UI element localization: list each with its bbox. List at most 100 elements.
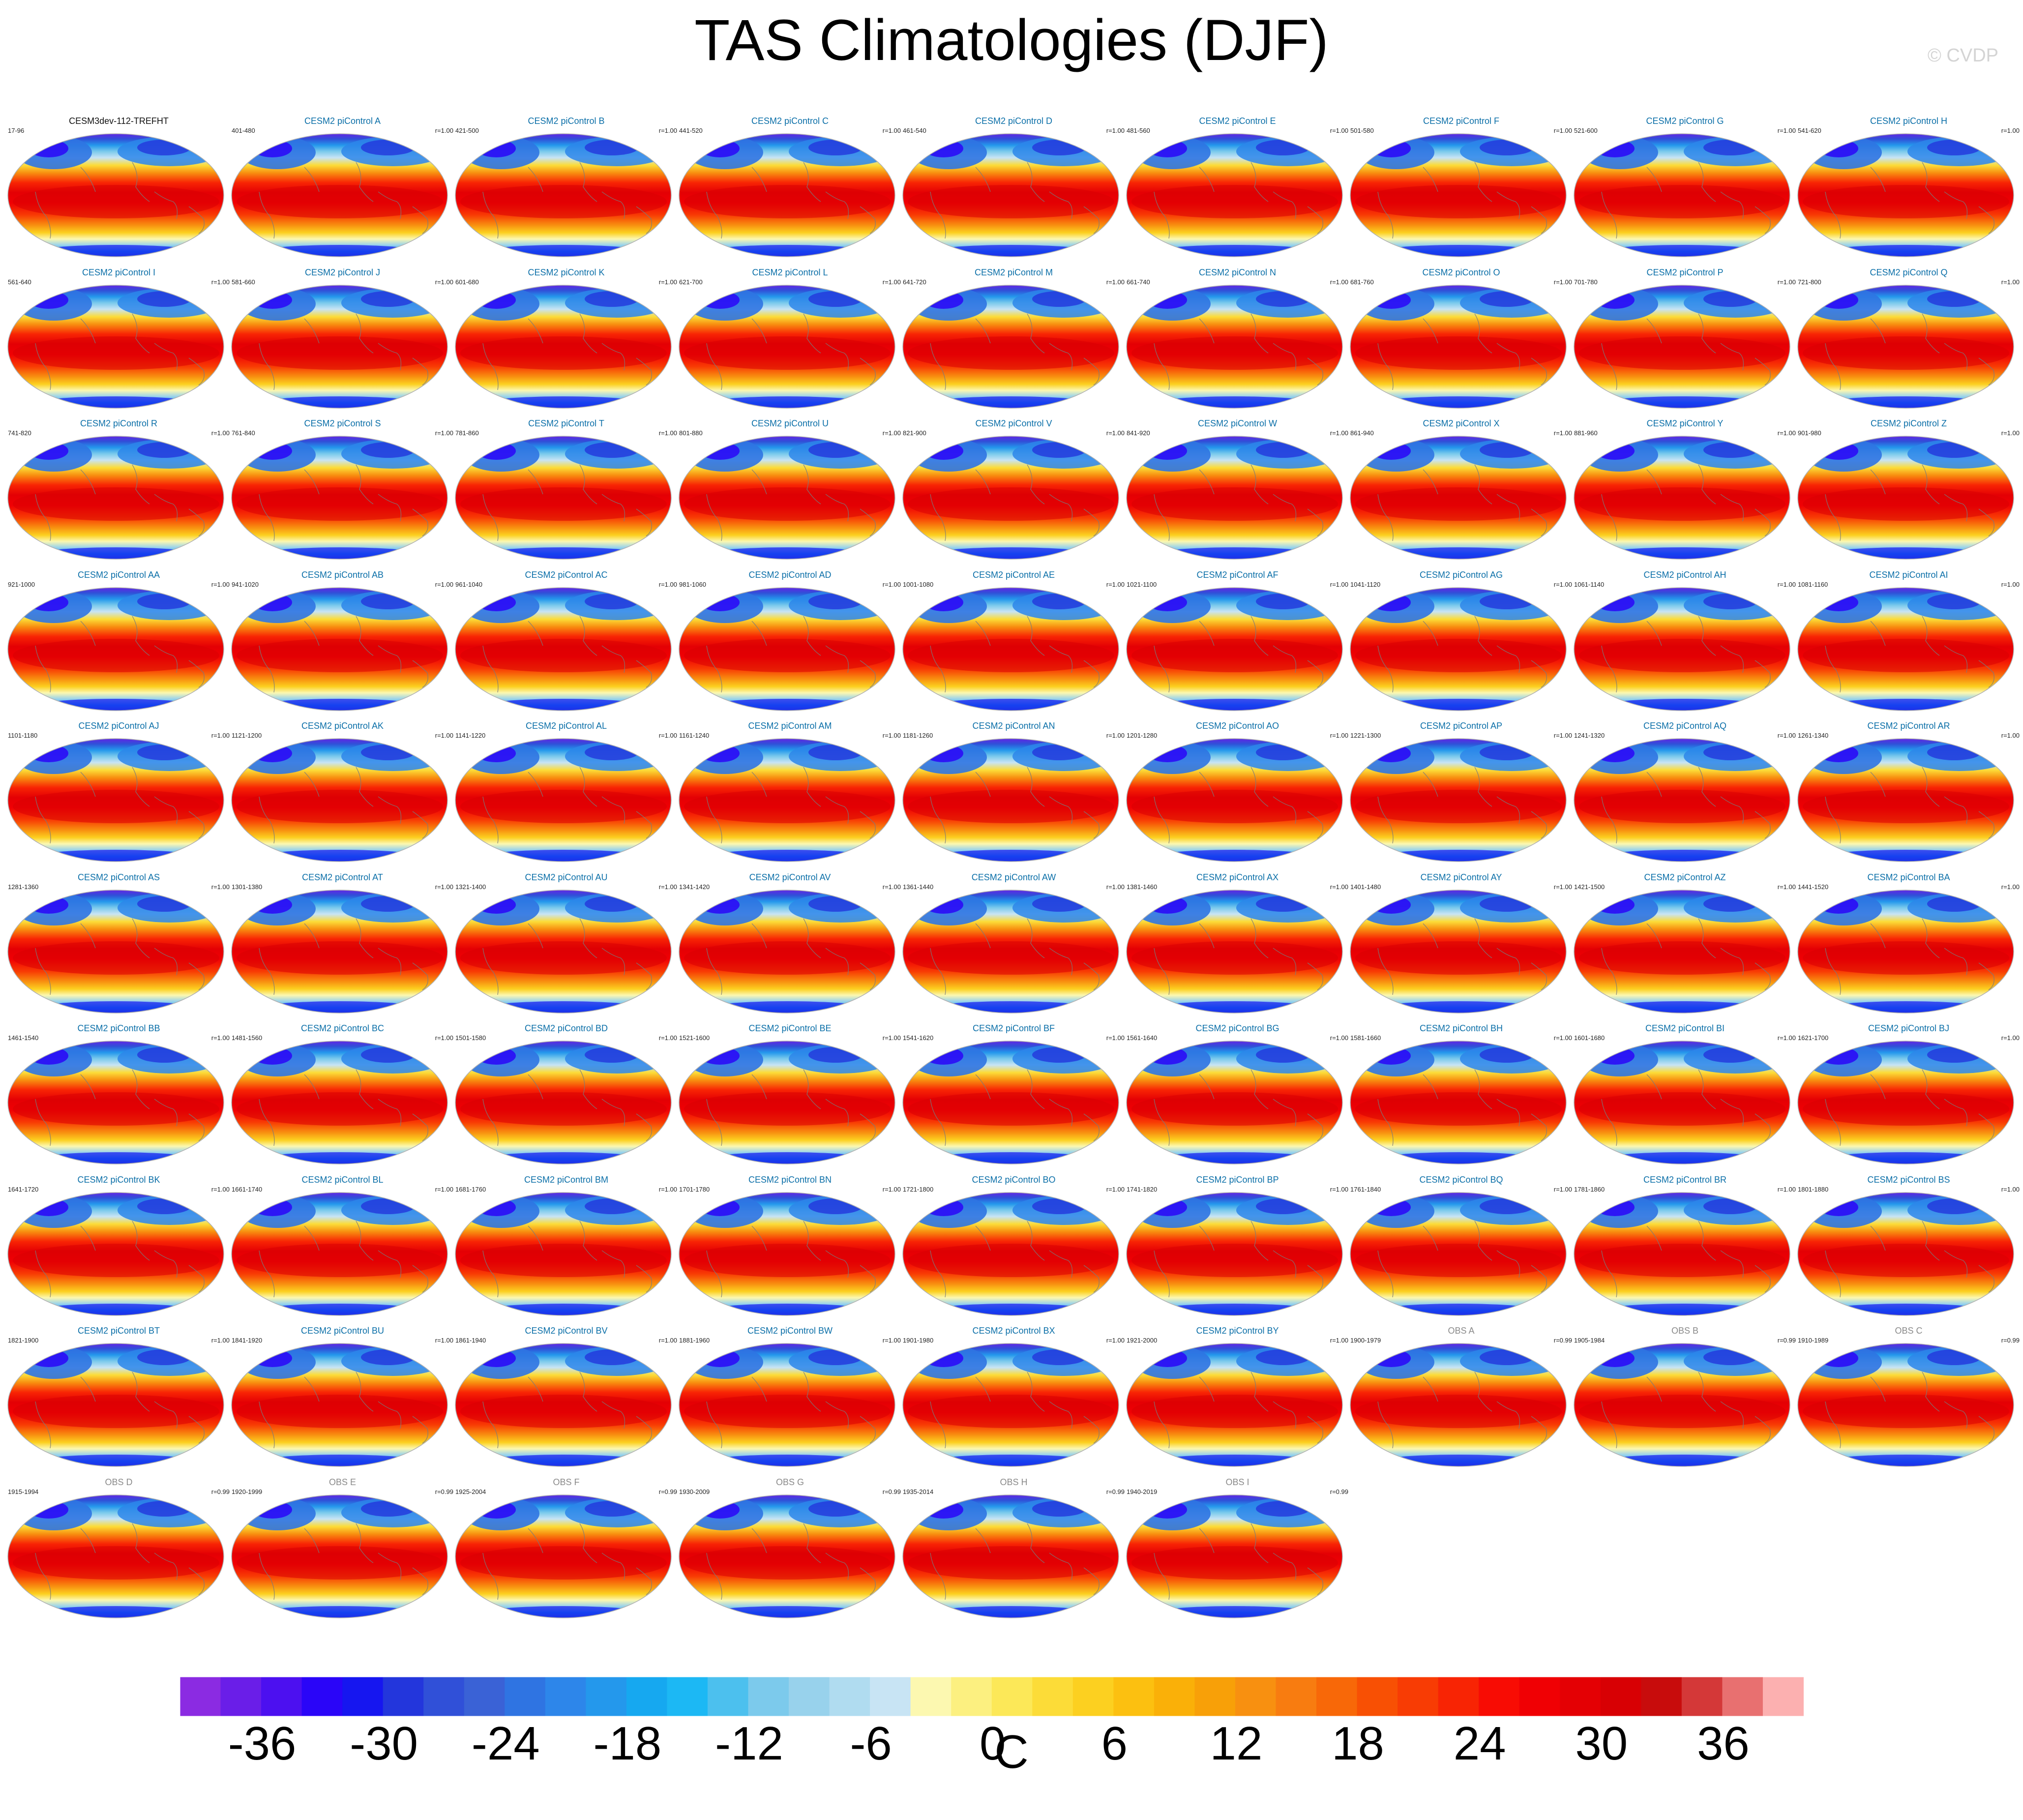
temperature-map bbox=[231, 1192, 448, 1316]
temperature-map bbox=[455, 587, 672, 711]
panel-years: 481-560 bbox=[1127, 127, 1150, 134]
panel-title: CESM2 piControl W bbox=[1197, 418, 1278, 428]
panel-title: CESM2 piControl BN bbox=[748, 1174, 832, 1185]
model-panel: CESM2 piControl BK 1641-1720 r=1.00 bbox=[7, 1175, 231, 1317]
panel-years: 1781-1860 bbox=[1574, 1185, 1605, 1193]
colorbar-frame bbox=[179, 1676, 1844, 1717]
colorbar-tick-label: -30 bbox=[350, 1717, 418, 1770]
temperature-map bbox=[455, 1192, 672, 1316]
panel-correlation: r=1.00 bbox=[658, 732, 677, 739]
temperature-map bbox=[7, 1343, 224, 1467]
model-panel: CESM2 piControl BO 1721-1800 r=1.00 bbox=[902, 1175, 1126, 1317]
panel-correlation: r=1.00 bbox=[882, 1185, 901, 1193]
colorbar-swatch bbox=[1072, 1677, 1114, 1716]
temperature-map bbox=[1126, 284, 1343, 409]
panel-years: 921-1000 bbox=[8, 580, 35, 588]
colorbar-swatch bbox=[707, 1677, 749, 1716]
panel-years: 1061-1140 bbox=[1574, 580, 1605, 588]
panel-correlation: r=1.00 bbox=[658, 278, 677, 286]
panel-years: 1541-1620 bbox=[903, 1034, 934, 1042]
model-panel: CESM2 piControl AQ 1241-1320 r=1.00 bbox=[1573, 721, 1797, 864]
panel-years: 1701-1780 bbox=[679, 1185, 710, 1193]
temperature-map bbox=[1350, 436, 1567, 560]
panel-years: 1101-1180 bbox=[8, 732, 38, 739]
panel-correlation: r=1.00 bbox=[211, 1337, 230, 1344]
panel-grid: CESM3dev-112-TREFHT 17-96 CESM2 piControl … bbox=[7, 116, 2021, 1620]
colorbar-swatch bbox=[1722, 1677, 1763, 1716]
temperature-map bbox=[455, 1041, 672, 1164]
temperature-map bbox=[231, 1343, 448, 1467]
colorbar-swatch bbox=[626, 1677, 667, 1716]
colorbar-swatch bbox=[505, 1677, 546, 1716]
panel-title: CESM2 piControl AO bbox=[1195, 721, 1279, 731]
colorbar-swatch bbox=[870, 1677, 911, 1716]
panel-correlation: r=1.00 bbox=[1553, 883, 1572, 891]
colorbar-tick-label: 36 bbox=[1697, 1717, 1750, 1770]
panel-title: CESM2 piControl BH bbox=[1419, 1023, 1503, 1033]
temperature-map bbox=[902, 133, 1119, 257]
colorbar-swatch bbox=[423, 1677, 465, 1716]
panel-title: CESM2 piControl F bbox=[1423, 116, 1500, 126]
panel-years: 661-740 bbox=[1127, 278, 1150, 286]
obs-panel: OBS C 1910-1989 r=0.99 bbox=[1797, 1326, 2021, 1468]
panel-correlation: r=1.00 bbox=[1553, 1185, 1572, 1193]
panel-years: 1301-1380 bbox=[232, 883, 263, 891]
panel-title: CESM2 piControl U bbox=[751, 418, 829, 428]
temperature-map bbox=[1126, 1494, 1343, 1618]
colorbar-tick-label: -6 bbox=[850, 1717, 892, 1770]
model-panel: CESM2 piControl BB 1461-1540 r=1.00 bbox=[7, 1023, 231, 1166]
obs-panel: OBS I 1940-2019 r=0.99 bbox=[1126, 1477, 1349, 1620]
panel-correlation: r=1.00 bbox=[882, 278, 901, 286]
model-panel: CESM2 piControl AW 1361-1440 r=1.00 bbox=[902, 872, 1126, 1015]
model-panel: CESM2 piControl BY 1921-2000 r=1.00 bbox=[1126, 1326, 1349, 1468]
panel-title: CESM2 piControl BJ bbox=[1868, 1023, 1950, 1033]
panel-years: 641-720 bbox=[903, 278, 926, 286]
model-panel: CESM2 piControl F 501-580 r=1.00 bbox=[1349, 116, 1573, 259]
panel-correlation: r=1.00 bbox=[1553, 580, 1572, 588]
temperature-map bbox=[902, 436, 1119, 560]
model-panel: CESM2 piControl AL 1141-1220 r=1.00 bbox=[454, 721, 678, 864]
colorbar-unit: C bbox=[994, 1726, 1029, 1778]
colorbar-swatch bbox=[789, 1677, 830, 1716]
panel-title: CESM2 piControl AN bbox=[972, 721, 1055, 731]
model-panel: CESM2 piControl I 561-640 r=1.00 bbox=[7, 268, 231, 410]
obs-panel: OBS H 1935-2014 r=0.99 bbox=[902, 1477, 1126, 1620]
panel-title: CESM2 piControl Y bbox=[1646, 418, 1724, 428]
panel-years: 1041-1120 bbox=[1350, 580, 1381, 588]
temperature-map bbox=[455, 284, 672, 409]
panel-title: CESM2 piControl AC bbox=[525, 569, 608, 580]
colorbar-tick-label: 6 bbox=[1101, 1717, 1128, 1770]
temperature-map bbox=[455, 1343, 672, 1467]
temperature-map bbox=[679, 1494, 895, 1618]
temperature-map bbox=[231, 738, 448, 862]
panel-years: 1381-1460 bbox=[1127, 883, 1158, 891]
figure-title: TAS Climatologies (DJF) bbox=[694, 8, 1329, 73]
panel-correlation: r=0.99 bbox=[1777, 1337, 1796, 1344]
panel-title: CESM2 piControl AD bbox=[748, 569, 832, 580]
temperature-map bbox=[679, 889, 895, 1014]
model-panel: CESM2 piControl H 541-620 r=1.00 bbox=[1797, 116, 2021, 259]
panel-years: 881-960 bbox=[1574, 429, 1598, 437]
panel-correlation: r=1.00 bbox=[1106, 883, 1125, 891]
panel-years: 1940-2019 bbox=[1127, 1488, 1158, 1495]
panel-correlation: r=1.00 bbox=[882, 883, 901, 891]
model-panel: CESM2 piControl AZ 1421-1500 r=1.00 bbox=[1573, 872, 1797, 1015]
model-panel: CESM2 piControl BG 1561-1640 r=1.00 bbox=[1126, 1023, 1349, 1166]
model-panel: CESM2 piControl AV 1341-1420 r=1.00 bbox=[678, 872, 902, 1015]
panel-title: CESM2 piControl H bbox=[1870, 116, 1948, 126]
model-panel: CESM2 piControl Y 881-960 r=1.00 bbox=[1573, 418, 1797, 561]
panel-title: CESM2 piControl AS bbox=[77, 872, 160, 882]
panel-years: 1721-1800 bbox=[903, 1185, 934, 1193]
panel-title: CESM2 piControl BR bbox=[1643, 1174, 1727, 1185]
panel-years: 1681-1760 bbox=[455, 1185, 486, 1193]
panel-correlation: r=1.00 bbox=[1106, 1185, 1125, 1193]
panel-correlation: r=1.00 bbox=[882, 732, 901, 739]
panel-years: 1461-1540 bbox=[8, 1034, 39, 1042]
panel-title: CESM2 piControl BQ bbox=[1419, 1174, 1503, 1185]
panel-years: 701-780 bbox=[1574, 278, 1598, 286]
panel-title: CESM2 piControl AQ bbox=[1643, 721, 1727, 731]
panel-title: CESM3dev-112-TREFHT bbox=[69, 116, 169, 126]
colorbar-tick-label: -12 bbox=[715, 1717, 783, 1770]
temperature-map bbox=[1350, 1041, 1567, 1164]
panel-title: OBS C bbox=[1895, 1326, 1923, 1336]
